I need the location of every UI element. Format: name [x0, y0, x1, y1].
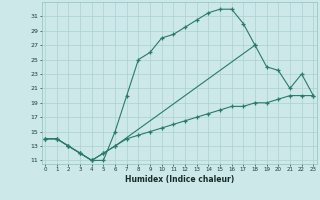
X-axis label: Humidex (Indice chaleur): Humidex (Indice chaleur): [124, 175, 234, 184]
